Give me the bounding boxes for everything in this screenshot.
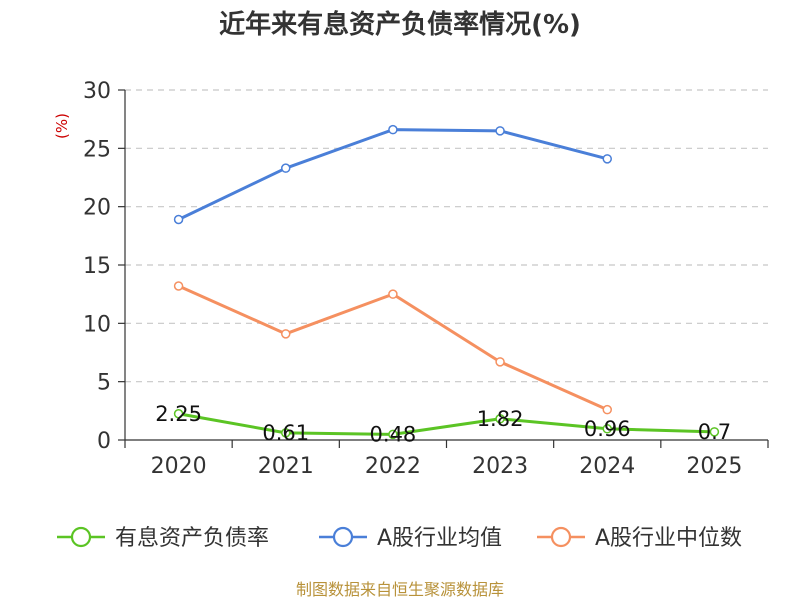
- data-point-0: [173, 409, 184, 419]
- y-tick-label: 15: [83, 254, 111, 279]
- data-labels: 2.25 0.61 0.48 1.82 0.96 0.7: [155, 402, 731, 447]
- data-point-0: [602, 424, 612, 434]
- data-point-0: [388, 429, 398, 440]
- data-label: 2.25: [155, 402, 202, 426]
- series-line-2: [177, 284, 609, 412]
- data-point-2: [388, 289, 398, 299]
- data-label: 1.82: [477, 407, 524, 431]
- data-point-1: [388, 124, 398, 135]
- data-point-2: [602, 404, 612, 415]
- data-point-2: [495, 357, 505, 367]
- series-lines: [173, 124, 720, 440]
- data-point-0: [495, 414, 505, 424]
- data-point-0: [709, 427, 720, 437]
- x-tick-label: 2021: [258, 454, 314, 479]
- legend-label: A股行业均值: [377, 526, 502, 551]
- series-line-1: [177, 128, 609, 221]
- legend-label: A股行业中位数: [595, 526, 742, 551]
- data-point-2: [281, 329, 291, 339]
- y-tick-label: 30: [83, 79, 111, 104]
- legend-marker: [550, 526, 572, 548]
- data-label: 0.48: [370, 422, 417, 446]
- x-tick-label: 2022: [365, 454, 421, 479]
- legend: 有息资产负债率 A股行业均值 A股行业中位数: [57, 526, 742, 551]
- y-tick-label: 20: [83, 196, 111, 221]
- data-point-1: [602, 154, 612, 164]
- data-label: 0.61: [262, 421, 309, 445]
- x-tick-label: 2024: [579, 454, 635, 479]
- y-tick-label: 5: [97, 371, 111, 396]
- source-note: 制图数据来自恒生聚源数据库: [296, 580, 504, 599]
- legend-label: 有息资产负债率: [115, 526, 269, 551]
- y-tick-label: 10: [83, 312, 111, 337]
- grid-lines: [125, 89, 768, 383]
- data-point-0: [281, 428, 291, 438]
- data-label: 0.96: [584, 417, 631, 441]
- data-point-1: [281, 163, 291, 173]
- legend-marker: [70, 526, 92, 548]
- data-point-1: [495, 126, 505, 136]
- data-point-1: [173, 214, 184, 225]
- legend-marker: [332, 526, 354, 548]
- y-tick-label: 0: [97, 429, 111, 454]
- data-label: 0.7: [698, 420, 731, 444]
- chart-title: 近年来有息资产负债率情况(%): [219, 9, 581, 40]
- y-axis-unit: (%): [53, 113, 71, 139]
- x-tick-label: 2023: [472, 454, 528, 479]
- x-tick-label: 2020: [151, 454, 207, 479]
- series-line-0: [177, 412, 716, 436]
- data-point-2: [173, 281, 184, 291]
- y-tick-label: 25: [83, 137, 111, 162]
- x-tick-label: 2025: [686, 454, 742, 479]
